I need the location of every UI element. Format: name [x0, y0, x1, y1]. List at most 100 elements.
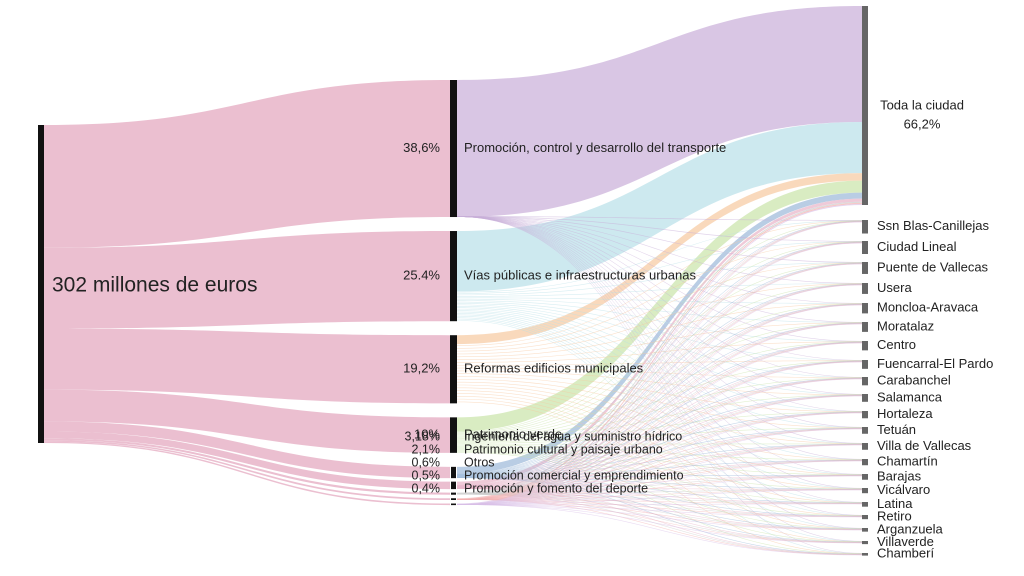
- flow-reformas-edificios-municipales-to-fuencarral-el-pardo: [457, 360, 862, 366]
- flow-otros-to-chamberi: [457, 493, 862, 555]
- flow-promocion-y-fomento-del-deporte-to-chamberi: [457, 504, 862, 556]
- flow-reformas-edificios-municipales-to-centro: [457, 341, 862, 363]
- destination-bar-retiro: [862, 515, 868, 520]
- flow-promocion-control-y-desarrollo-del-transporte-to-puente-de-vallecas: [457, 216, 862, 263]
- flow-vias-publicas-e-infraestructuras-urbanas-to-fuencarral-el-pardo: [457, 301, 862, 361]
- flow-otros-to-salamanca: [457, 395, 862, 495]
- destination-bar-carabanchel: [862, 377, 868, 386]
- flow-patrimonio-cultural-y-paisaje-urbano-to-barajas: [457, 475, 862, 489]
- flow-otros-to-moratalaz: [457, 323, 862, 495]
- flow-promocion-y-fomento-del-deporte-to-tetuan: [457, 428, 862, 505]
- category-pct-otros: 0,6%: [412, 455, 441, 469]
- flow-promocion-y-fomento-del-deporte-to-moncloa-aravaca: [457, 304, 862, 505]
- destination-label-chamartin: Chamartín: [877, 454, 938, 469]
- flow-otros-to-hortaleza: [457, 412, 862, 495]
- flow-ingenieria-del-agua-y-suministro-hidrico-to-vicalvaro: [457, 476, 862, 490]
- destination-bar-ssn-blas-canillejas: [862, 220, 868, 234]
- destination-bar-fuencarral-el-pardo: [862, 360, 868, 369]
- flow-promocion-comercial-y-emprendimiento-to-fuencarral-el-pardo: [457, 361, 862, 500]
- flow-vias-publicas-e-infraestructuras-urbanas-to-moratalaz: [457, 298, 862, 323]
- destination-bar-puente-de-vallecas: [862, 262, 868, 274]
- flow-promocion-comercial-y-emprendimiento-to-barajas: [457, 475, 862, 500]
- destination-label-carabanchel: Carabanchel: [877, 373, 951, 388]
- flow-vias-publicas-e-infraestructuras-urbanas-to-puente-de-vallecas: [457, 262, 862, 296]
- destination-label-latina: Latina: [877, 496, 913, 511]
- flow-promocion-y-fomento-del-deporte-to-retiro: [457, 504, 862, 518]
- flow-vias-publicas-e-infraestructuras-urbanas-to-ssn-blas-canillejas: [457, 220, 862, 293]
- flow-vias-publicas-e-infraestructuras-urbanas-to-carabanchel: [457, 303, 862, 378]
- flow-otros-to-moncloa-aravaca: [457, 304, 862, 495]
- destination-bar-vicalvaro: [862, 488, 868, 494]
- flow-otros-to-puente-de-vallecas: [457, 263, 862, 495]
- flow-ingenieria-del-agua-y-suministro-hidrico-to-toda-la-ciudad: [457, 192, 862, 474]
- flow-otros-to-retiro: [457, 493, 862, 517]
- flow-reformas-edificios-municipales-to-moratalaz: [457, 322, 862, 360]
- category-label-reformas-edificios-municipales: Reformas edificios municipales: [464, 361, 644, 376]
- flow-otros-to-carabanchel: [457, 378, 862, 495]
- destination-label-puente-de-vallecas: Puente de Vallecas: [877, 259, 989, 274]
- flow-promocion-control-y-desarrollo-del-transporte-to-fuencarral-el-pardo: [457, 216, 862, 361]
- destination-label-moratalaz: Moratalaz: [877, 318, 934, 333]
- flow-promocion-y-fomento-del-deporte-to-fuencarral-el-pardo: [457, 361, 862, 505]
- flow-source-to-otros: [44, 438, 450, 495]
- flow-promocion-comercial-y-emprendimiento-to-ssn-blas-canillejas: [457, 221, 862, 500]
- source-flows: [44, 80, 450, 506]
- flow-patrimonio-cultural-y-paisaje-urbano-to-ssn-blas-canillejas: [457, 221, 862, 486]
- flow-patrimonio-cultural-y-paisaje-urbano-to-salamanca: [457, 395, 862, 488]
- flow-promocion-y-fomento-del-deporte-to-arganzuela: [457, 504, 862, 531]
- flow-patrimonio-cultural-y-paisaje-urbano-to-toda-la-ciudad: [457, 198, 862, 486]
- destination-bar-chamartin: [862, 459, 868, 466]
- flow-source-to-reformas-edificios-municipales: [44, 328, 450, 404]
- flow-vias-publicas-e-infraestructuras-urbanas-to-ciudad-lineal: [457, 241, 862, 294]
- destination-bar-ciudad-lineal: [862, 241, 868, 254]
- flow-otros-to-ciudad-lineal: [457, 242, 862, 495]
- category-bar-promocion-control-y-desarrollo-del-transporte: [450, 80, 457, 218]
- destination-label-ciudad-lineal: Ciudad Lineal: [877, 239, 957, 254]
- destination-bar-moncloa-aravaca: [862, 303, 868, 314]
- flow-patrimonio-verde-to-centro: [457, 341, 862, 439]
- flow-vias-publicas-e-infraestructuras-urbanas-to-hortaleza: [457, 305, 862, 412]
- flow-otros-to-usera: [457, 284, 862, 495]
- flow-source-to-promocion-y-fomento-del-deporte: [44, 441, 450, 506]
- destination-label-arganzuela: Arganzuela: [877, 521, 944, 536]
- category-label-promocion-y-fomento-del-deporte: Promoción y fomento del deporte: [464, 481, 648, 495]
- flow-promocion-comercial-y-emprendimiento-to-toda-la-ciudad: [457, 202, 862, 500]
- flow-promocion-y-fomento-del-deporte-to-hortaleza: [457, 412, 862, 505]
- flow-source-to-patrimonio-verde: [44, 389, 450, 453]
- flow-promocion-control-y-desarrollo-del-transporte-to-retiro: [457, 216, 862, 516]
- flow-promocion-control-y-desarrollo-del-transporte-to-villa-de-vallecas: [457, 216, 862, 444]
- destination-bar-hortaleza: [862, 411, 868, 419]
- category-label-promocion-comercial-y-emprendimiento: Promoción comercial y emprendimiento: [464, 468, 684, 482]
- flow-source-to-vias-publicas-e-infraestructuras-urbanas: [44, 231, 450, 329]
- flow-promocion-comercial-y-emprendimiento-to-vicalvaro: [457, 489, 862, 500]
- flow-promocion-comercial-y-emprendimiento-to-retiro: [457, 499, 862, 518]
- category-bar-otros: [451, 492, 456, 495]
- category-pct-promocion-control-y-desarrollo-del-transporte: 38,6%: [403, 140, 440, 155]
- flow-reformas-edificios-municipales-to-latina: [457, 390, 862, 504]
- flow-promocion-comercial-y-emprendimiento-to-chamberi: [457, 499, 862, 556]
- destination-label-centro: Centro: [877, 337, 916, 352]
- destination-bar-tetuan: [862, 427, 868, 434]
- source-node-bar: [38, 125, 44, 443]
- flow-patrimonio-verde-to-ciudad-lineal: [457, 241, 862, 434]
- destination-flows: [457, 6, 862, 556]
- flow-ingenieria-del-agua-y-suministro-hidrico-to-hortaleza: [457, 411, 862, 477]
- flow-patrimonio-cultural-y-paisaje-urbano-to-ciudad-lineal: [457, 242, 862, 486]
- flow-otros-to-arganzuela: [457, 493, 862, 530]
- flow-ingenieria-del-agua-y-suministro-hidrico-to-villa-de-vallecas: [457, 443, 862, 477]
- flow-promocion-control-y-desarrollo-del-transporte-to-vicalvaro: [457, 216, 862, 489]
- node-bars: [38, 6, 868, 556]
- flow-promocion-comercial-y-emprendimiento-to-carabanchel: [457, 378, 862, 500]
- flow-ingenieria-del-agua-y-suministro-hidrico-to-ciudad-lineal: [457, 241, 862, 475]
- flow-patrimonio-cultural-y-paisaje-urbano-to-usera: [457, 284, 862, 487]
- category-label-otros: Otros: [464, 455, 495, 469]
- flow-reformas-edificios-municipales-to-hortaleza: [457, 373, 862, 413]
- flow-patrimonio-verde-to-latina: [457, 447, 862, 504]
- flow-patrimonio-verde-to-chamartin: [457, 444, 862, 461]
- flow-promocion-control-y-desarrollo-del-transporte-to-moratalaz: [457, 216, 862, 323]
- category-bar-reformas-edificios-municipales: [450, 335, 457, 404]
- flow-promocion-y-fomento-del-deporte-to-barajas: [457, 475, 862, 505]
- flow-promocion-comercial-y-emprendimiento-to-villa-de-vallecas: [457, 444, 862, 500]
- flow-patrimonio-cultural-y-paisaje-urbano-to-hortaleza: [457, 412, 862, 488]
- flow-source-to-promocion-comercial-y-emprendimiento: [44, 440, 450, 501]
